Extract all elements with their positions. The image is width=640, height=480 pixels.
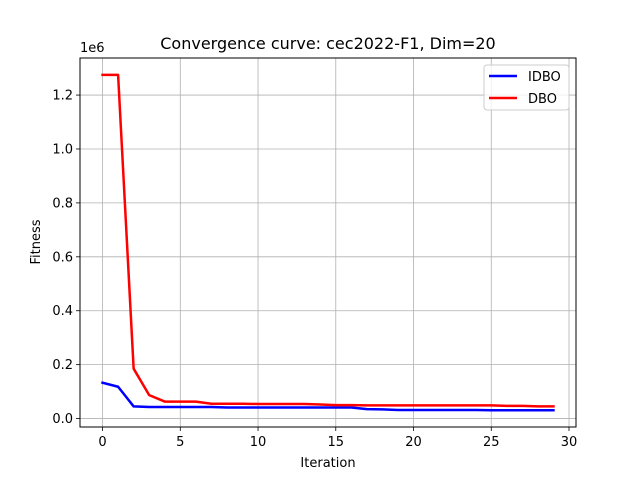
y-tick-label: 0.8 <box>52 196 73 211</box>
plot-frame <box>79 57 577 428</box>
y-tick-label: 0.6 <box>52 250 73 265</box>
x-tick-label: 20 <box>405 435 422 450</box>
x-tick-label: 5 <box>176 435 184 450</box>
y-tick-label: 0.2 <box>52 358 73 373</box>
x-tick-label: 25 <box>483 435 500 450</box>
x-tick-label: 10 <box>250 435 267 450</box>
y-tick-label: 0.0 <box>52 412 73 427</box>
grid <box>80 58 576 427</box>
x-tick-label: 30 <box>561 435 578 450</box>
legend-label-idbo: IDBO <box>528 70 561 85</box>
series-line-dbo <box>101 73 555 408</box>
series-lines <box>101 73 555 412</box>
y-tick-label: 1.0 <box>52 142 73 157</box>
axis-ticks: 0 5 10 15 20 25 30 0.0 0.2 0.4 0.6 0.8 1.0 1.2 <box>52 89 577 450</box>
y-tick-label: 1.2 <box>52 89 73 104</box>
y-offset-text: 1e6 <box>80 41 105 56</box>
x-tick-label: 0 <box>98 435 106 450</box>
chart-title: Convergence curve: cec2022-F1, Dim=20 <box>160 34 495 53</box>
x-tick-label: 15 <box>328 435 345 450</box>
legend-label-dbo: DBO <box>528 92 557 107</box>
y-tick-label: 0.4 <box>52 304 73 319</box>
x-axis-label: Iteration <box>300 456 355 471</box>
y-axis-label: Fitness <box>29 219 44 264</box>
series-line-idbo <box>101 381 555 412</box>
legend: IDBO DBO <box>483 64 570 111</box>
